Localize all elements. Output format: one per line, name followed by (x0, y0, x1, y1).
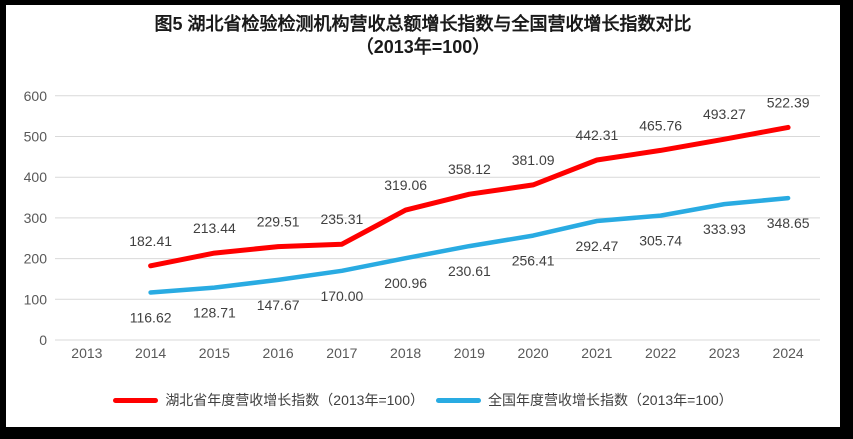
national-data-label: 128.71 (193, 305, 236, 321)
line-chart-plot-area: 0 100 200 300 400 500 600 2013 2014 2015 2016 2017… (24, 88, 820, 361)
hubei-data-label: 442.31 (575, 127, 618, 143)
hubei-data-label: 465.76 (639, 117, 682, 133)
chart-title-line1: 图5 湖北省检验检测机构营收总额增长指数与全国营收增长指数对比 (154, 14, 692, 34)
x-axis-tick-label: 2024 (773, 345, 804, 361)
hubei-data-label: 522.39 (767, 94, 810, 110)
hubei-data-label: 235.31 (320, 211, 363, 227)
x-axis-tick-label: 2020 (518, 345, 549, 361)
national-data-label: 333.93 (703, 221, 746, 237)
chart-title: 图5 湖北省检验检测机构营收总额增长指数与全国营收增长指数对比 （2013年=1… (6, 13, 840, 59)
x-axis-tick-label: 2014 (135, 345, 166, 361)
legend-item-national: 全国年度营收增长指数（2013年=100） (436, 390, 733, 410)
chart-canvas: 图5 湖北省检验检测机构营收总额增长指数与全国营收增长指数对比 （2013年=1… (6, 5, 840, 427)
hubei-data-label: 213.44 (193, 220, 236, 236)
y-axis-tick-label: 500 (24, 129, 48, 145)
hubei-data-label: 493.27 (703, 106, 746, 122)
y-axis-tick-label: 0 (39, 332, 47, 348)
x-axis-tick-label: 2013 (71, 345, 102, 361)
national-data-label: 230.61 (448, 263, 491, 279)
x-axis-tick-label: 2016 (263, 345, 294, 361)
hubei-data-label: 381.09 (512, 152, 555, 168)
national-series-line (148, 195, 791, 295)
hubei-data-label: 319.06 (384, 177, 427, 193)
y-axis-tick-label: 200 (24, 251, 48, 267)
national-data-label: 200.96 (384, 275, 427, 291)
hubei-series-swatch-icon (113, 397, 159, 403)
legend-item-hubei: 湖北省年度营收增长指数（2013年=100） (113, 390, 424, 410)
x-axis-tick-label: 2018 (390, 345, 421, 361)
national-data-label: 170.00 (320, 288, 363, 304)
national-data-label: 348.65 (767, 215, 810, 231)
chart-title-line2: （2013年=100） (355, 37, 491, 57)
national-data-label: 305.74 (639, 233, 682, 249)
x-axis-tick-label: 2022 (645, 345, 676, 361)
chart-legend: 湖北省年度营收增长指数（2013年=100） 全国年度营收增长指数（2013年=… (6, 390, 840, 410)
x-axis-tick-label: 2015 (199, 345, 230, 361)
x-axis-tick-label: 2017 (326, 345, 357, 361)
legend-label-hubei: 湖北省年度营收增长指数（2013年=100） (165, 392, 424, 408)
y-axis-tick-label: 600 (24, 88, 48, 104)
hubei-data-label: 182.41 (129, 233, 172, 249)
national-data-label: 116.62 (130, 310, 172, 326)
national-data-label: 292.47 (575, 238, 618, 254)
national-data-label: 147.67 (257, 297, 300, 313)
y-axis-labels-group: 0 100 200 300 400 500 600 (24, 88, 48, 348)
y-axis-tick-label: 300 (24, 210, 48, 226)
hubei-data-label: 229.51 (257, 214, 300, 230)
x-axis-tick-label: 2019 (454, 345, 485, 361)
national-series-swatch-icon (436, 397, 481, 403)
series-lines-group (148, 124, 791, 295)
data-labels-group: 182.41 213.44 229.51 235.31 319.06 358.12 381.… (129, 94, 810, 325)
y-axis-tick-label: 100 (24, 291, 48, 307)
gridlines-group (55, 95, 820, 341)
hubei-series-line (148, 124, 791, 269)
x-axis-labels-group: 2013 2014 2015 2016 2017 2018 2019 2020 2021 2022… (71, 345, 804, 361)
y-axis-tick-label: 400 (24, 169, 48, 185)
national-data-label: 256.41 (512, 253, 555, 269)
x-axis-tick-label: 2023 (709, 345, 740, 361)
hubei-data-label: 358.12 (448, 161, 491, 177)
x-axis-tick-label: 2021 (581, 345, 612, 361)
legend-label-national: 全国年度营收增长指数（2013年=100） (488, 392, 733, 408)
